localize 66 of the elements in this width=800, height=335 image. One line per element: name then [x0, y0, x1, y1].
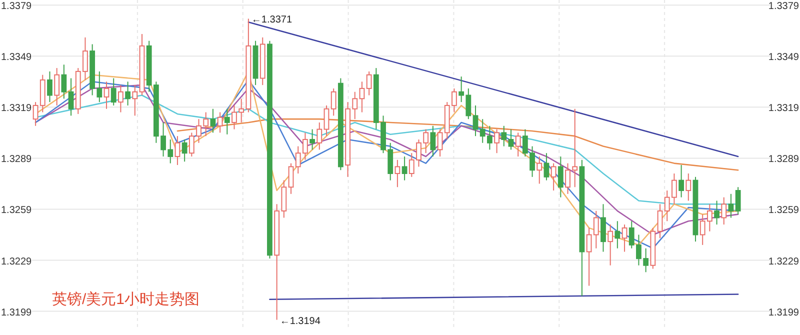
y2-tick-label: 1.3199 [768, 307, 800, 318]
text: 英镑/美元1小时走势图 [52, 291, 200, 308]
candlestick [324, 104, 330, 137]
candlestick [678, 164, 684, 198]
candlestick [614, 220, 620, 249]
candlestick [118, 84, 124, 113]
candlestick [593, 210, 599, 249]
candlestick [657, 204, 663, 239]
candlestick [310, 128, 315, 150]
candlestick [224, 108, 230, 135]
y-tick-label: 1.3289 [1, 154, 32, 166]
candlestick [494, 128, 500, 154]
y-tick-label: 1.3259 [1, 205, 32, 216]
candlestick [558, 156, 564, 198]
candlestick [586, 227, 592, 286]
y2-tick-label: 1.3259 [768, 205, 800, 216]
candlestick [47, 70, 52, 103]
candlestick [288, 162, 294, 194]
annotation: ←1.3194 [280, 316, 321, 327]
candlestick [217, 112, 223, 134]
y2-tick-label: 1.3229 [768, 256, 800, 268]
candlestick [210, 108, 216, 134]
candlestick [54, 68, 60, 106]
line-series [176, 118, 739, 171]
candlestick [182, 138, 188, 162]
candlestick [544, 152, 550, 181]
candlestick [316, 122, 322, 150]
candlestick [721, 196, 727, 226]
candlestick [125, 81, 130, 106]
candlestick [608, 224, 614, 266]
candlestick [359, 81, 365, 113]
candlestick [550, 162, 556, 192]
y2-tick-label: 1.3379 [768, 1, 800, 12]
candlestick [32, 102, 38, 126]
y2-tick-label: 1.3289 [768, 154, 800, 166]
candlestick [394, 159, 400, 188]
candlestick [110, 78, 116, 106]
candlestick [622, 224, 628, 252]
candlestick [472, 104, 478, 137]
candlestick [508, 128, 514, 150]
candlestick [366, 70, 372, 96]
candlestick [430, 125, 436, 157]
candlestick [402, 156, 408, 181]
candlestick [68, 78, 74, 116]
y-tick-label: 1.3199 [1, 307, 32, 318]
y2-tick-label: 1.3349 [768, 52, 800, 64]
candlestick [437, 128, 443, 157]
candlestick [330, 88, 336, 116]
candlestick [174, 136, 180, 166]
y-tick-label: 1.3319 [1, 103, 32, 114]
candlestick [104, 81, 110, 110]
candlestick [536, 156, 542, 184]
y2-tick-label: 1.3319 [768, 103, 800, 114]
annotation: ←1.3371 [251, 14, 292, 26]
candlestick [600, 204, 606, 252]
y-tick-label: 1.3349 [1, 52, 32, 64]
candlestick [714, 200, 720, 226]
candlestick [728, 193, 734, 218]
candlestick [132, 84, 138, 116]
y-tick-label: 1.3379 [1, 1, 32, 12]
candlestick [735, 186, 741, 215]
candlestick [686, 173, 692, 202]
candlestick [61, 64, 67, 100]
candlestick [501, 125, 507, 147]
candlestick [515, 132, 521, 157]
y-tick-label: 1.3229 [1, 256, 32, 268]
